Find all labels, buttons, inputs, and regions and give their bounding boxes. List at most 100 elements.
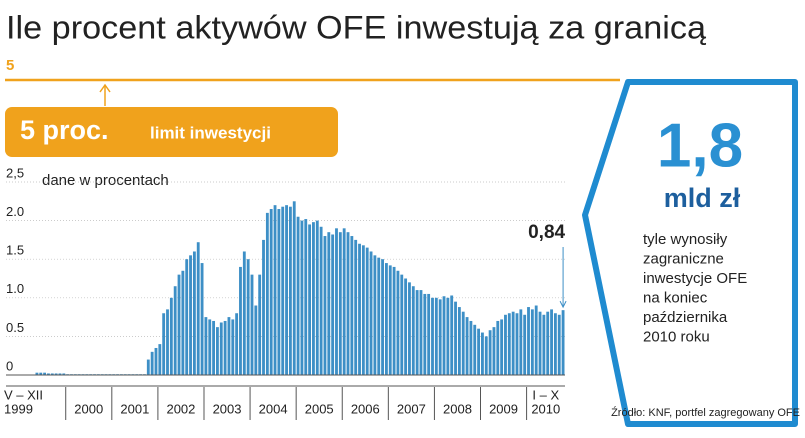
y-tick-label: 1.5 (6, 243, 24, 258)
bar (296, 216, 300, 375)
bar (377, 257, 381, 375)
bar (304, 219, 308, 375)
bar (277, 209, 281, 375)
bar (492, 327, 496, 375)
bar (507, 313, 511, 375)
y-tick-label: 2,5 (6, 165, 24, 180)
bar (239, 266, 242, 375)
bar (419, 290, 423, 375)
bar (527, 307, 530, 375)
bar (273, 205, 277, 375)
bar (519, 309, 523, 375)
bar (350, 236, 354, 375)
bar (62, 373, 66, 375)
bar (431, 297, 434, 375)
last-value-label: 0,84 (528, 222, 565, 243)
bar (300, 220, 304, 375)
bar (553, 313, 557, 375)
bar (434, 297, 438, 375)
y-tick-label: 0.5 (6, 320, 24, 335)
x-tick-label: 2007 (397, 401, 426, 416)
x-tick-label: 2005 (305, 401, 334, 416)
bar (185, 259, 189, 375)
panel-text: tyle wynosiły (643, 231, 728, 248)
bar (50, 373, 54, 375)
bar (158, 344, 162, 375)
bar (354, 239, 358, 375)
panel-text: zagraniczne (643, 250, 724, 267)
bar (346, 232, 350, 375)
bar (557, 314, 561, 375)
bar (285, 205, 288, 375)
bar (35, 372, 39, 375)
bar (446, 297, 450, 375)
bar (150, 351, 154, 375)
bar (404, 278, 408, 375)
bar (534, 305, 538, 375)
bar (342, 228, 346, 375)
bar (561, 310, 565, 375)
bar (242, 251, 246, 375)
bar (384, 263, 388, 375)
bar (546, 311, 550, 375)
limit-value: 5 (6, 57, 14, 74)
bar (423, 293, 427, 375)
bar (162, 313, 166, 375)
bar (473, 324, 477, 375)
x-tick-label: V – XII (4, 387, 43, 402)
limit-arrow-head (99, 83, 111, 93)
bar (338, 232, 342, 375)
last-value-arrow (559, 300, 567, 309)
panel-text: 2010 roku (643, 328, 710, 345)
bar (504, 314, 507, 375)
bar (361, 245, 365, 375)
bar (335, 228, 338, 375)
bar (538, 311, 542, 375)
bar (327, 232, 331, 375)
info-panel (582, 79, 798, 427)
bar (454, 301, 457, 375)
bar (369, 251, 373, 375)
bar (442, 296, 446, 375)
bar (39, 372, 43, 375)
bar (262, 239, 265, 375)
panel-text: na koniec (643, 289, 708, 306)
bar (469, 320, 473, 375)
bar (388, 265, 392, 375)
limit-box (5, 107, 338, 157)
bar (530, 309, 534, 375)
bar (457, 307, 461, 375)
bar (43, 372, 47, 375)
y-axis-label: dane w procentach (42, 172, 169, 189)
bar (331, 234, 335, 375)
bar (235, 313, 239, 375)
bar (323, 236, 327, 375)
x-tick-label: I – X (532, 387, 559, 402)
bar (258, 274, 262, 375)
bar (146, 359, 150, 375)
bar (308, 224, 312, 375)
bar (281, 206, 285, 375)
bar (358, 243, 361, 375)
bar (550, 309, 553, 375)
bar (477, 328, 481, 375)
bar (515, 313, 519, 375)
bar (216, 327, 219, 375)
bar (523, 314, 527, 375)
bar (181, 270, 185, 375)
x-tick-label: 2010 (531, 401, 560, 416)
panel-big: 1,8 (657, 111, 743, 180)
x-tick-label: 1999 (4, 401, 33, 416)
x-tick-label: 2003 (213, 401, 242, 416)
bar (312, 222, 315, 375)
bar (427, 293, 431, 375)
bar (54, 373, 58, 375)
panel-text: października (643, 309, 728, 326)
bar (392, 266, 396, 375)
panel-text: inwestycje OFE (643, 270, 747, 287)
bar (292, 201, 296, 375)
bar (500, 319, 504, 375)
chart-title: Ile procent aktywów OFE inwestują za gra… (6, 9, 706, 45)
bar (250, 274, 254, 375)
